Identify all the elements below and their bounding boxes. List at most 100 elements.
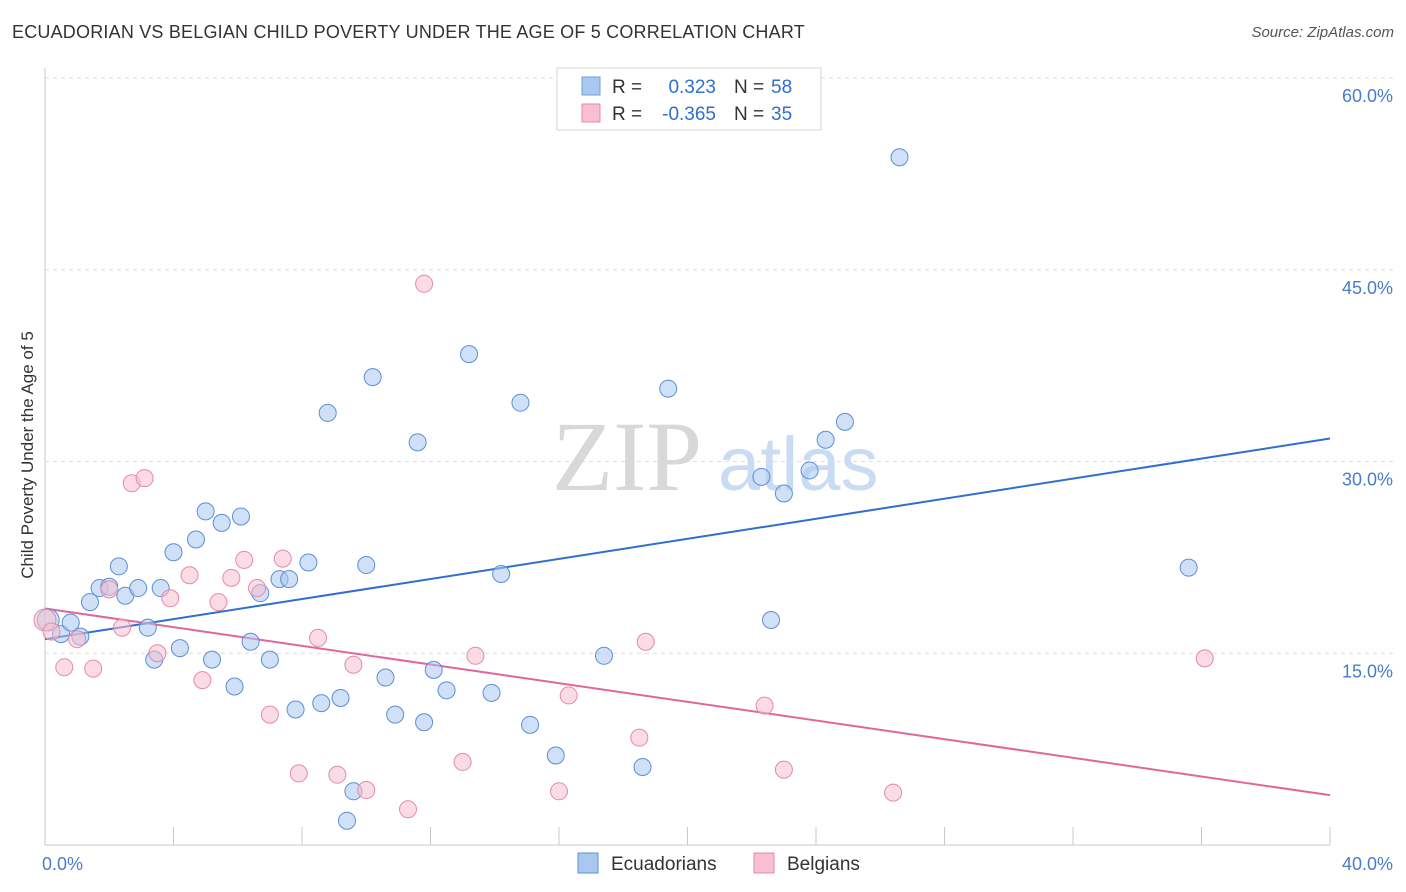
legend-swatch <box>581 76 601 96</box>
point-ecuadorians <box>774 484 793 503</box>
legend-n-value: 35 <box>771 104 792 125</box>
point-belgians <box>466 646 485 665</box>
point-belgians <box>180 566 199 585</box>
watermark-atlas: atlas <box>718 422 879 507</box>
y-tick-label: 30.0% <box>1342 470 1393 490</box>
point-ecuadorians <box>129 579 148 598</box>
point-belgians <box>161 589 180 608</box>
point-ecuadorians <box>280 570 299 589</box>
point-belgians <box>415 274 434 293</box>
point-ecuadorians <box>437 681 456 700</box>
point-belgians <box>100 580 119 599</box>
y-tick-label: 45.0% <box>1342 278 1393 298</box>
trend-line-belgians <box>44 607 1331 797</box>
legend-r-label: R = <box>612 104 642 125</box>
point-belgians <box>884 783 903 802</box>
legend-swatch <box>581 103 601 123</box>
point-ecuadorians <box>511 393 530 412</box>
point-ecuadorians <box>231 507 250 526</box>
point-belgians <box>399 800 418 819</box>
point-ecuadorians <box>835 412 854 431</box>
point-belgians <box>774 760 793 779</box>
watermark: ZIP atlas <box>552 401 879 512</box>
y-axis-label: Child Poverty Under the Age of 5 <box>18 331 37 579</box>
point-ecuadorians <box>424 660 443 679</box>
point-belgians <box>273 549 292 568</box>
point-ecuadorians <box>186 530 205 549</box>
tick-labels: 15.0% 30.0% 45.0% 60.0% 0.0% 40.0% <box>42 86 1393 874</box>
chart-title: ECUADORIAN VS BELGIAN CHILD POVERTY UNDE… <box>12 22 805 42</box>
point-ecuadorians <box>109 557 128 576</box>
point-ecuadorians <box>363 368 382 387</box>
point-ecuadorians <box>164 543 183 562</box>
trend-line-ecuadorians <box>44 437 1331 641</box>
point-ecuadorians <box>318 403 337 422</box>
point-ecuadorians <box>752 467 771 486</box>
point-ecuadorians <box>331 688 350 707</box>
point-ecuadorians <box>408 433 427 452</box>
point-ecuadorians <box>890 148 909 167</box>
point-ecuadorians <box>659 379 678 398</box>
point-ecuadorians <box>376 668 395 687</box>
point-ecuadorians <box>633 758 652 777</box>
legend-label-ecuadorians: Ecuadorians <box>611 854 717 875</box>
top-legend-box <box>556 67 822 131</box>
point-belgians <box>148 644 167 663</box>
point-belgians <box>135 469 154 488</box>
y-tick-label: 60.0% <box>1342 86 1393 106</box>
point-belgians <box>309 628 328 647</box>
point-ecuadorians <box>415 713 434 732</box>
point-ecuadorians <box>241 632 260 651</box>
point-belgians <box>630 728 649 747</box>
point-ecuadorians <box>1179 558 1198 577</box>
point-ecuadorians <box>594 646 613 665</box>
legend-n-label: N = <box>734 104 764 125</box>
data-points <box>33 148 1214 830</box>
point-ecuadorians <box>357 556 376 575</box>
point-ecuadorians <box>312 694 331 713</box>
legend-swatch-ecuadorians <box>577 852 599 874</box>
point-belgians <box>260 705 279 724</box>
legend-r-label: R = <box>612 77 642 98</box>
point-ecuadorians <box>286 700 305 719</box>
point-belgians <box>235 550 254 569</box>
point-ecuadorians <box>225 677 244 696</box>
point-belgians <box>222 568 241 587</box>
point-belgians <box>344 655 363 674</box>
point-belgians <box>209 593 228 612</box>
point-belgians <box>559 686 578 705</box>
point-ecuadorians <box>460 345 479 364</box>
point-belgians <box>550 782 568 801</box>
point-ecuadorians <box>386 705 405 724</box>
point-ecuadorians <box>80 593 99 612</box>
point-ecuadorians <box>61 613 80 632</box>
legend-r-value: 0.323 <box>668 77 716 98</box>
legend-label-belgians: Belgians <box>787 854 860 875</box>
point-ecuadorians <box>482 683 501 702</box>
point-belgians <box>328 765 347 784</box>
point-belgians <box>42 622 61 641</box>
watermark-zip: ZIP <box>552 401 702 512</box>
bottom-legend: Ecuadorians Belgians <box>577 852 860 875</box>
point-belgians <box>55 658 74 677</box>
chart-source: Source: ZipAtlas.com <box>1251 24 1394 41</box>
point-ecuadorians <box>492 564 511 583</box>
point-ecuadorians <box>212 513 231 532</box>
point-ecuadorians <box>546 746 565 765</box>
point-ecuadorians <box>521 715 540 734</box>
legend-n-label: N = <box>734 77 764 98</box>
point-ecuadorians <box>203 650 222 669</box>
point-ecuadorians <box>138 618 157 637</box>
point-belgians <box>193 671 212 690</box>
point-belgians <box>84 659 103 678</box>
point-belgians <box>113 618 132 637</box>
legend-n-value: 58 <box>771 77 792 98</box>
point-ecuadorians <box>299 553 318 572</box>
point-belgians <box>1195 649 1214 668</box>
point-belgians <box>68 630 87 649</box>
point-ecuadorians <box>816 430 835 449</box>
axes <box>44 68 1331 846</box>
top-legend: R = 0.323 N = 58 R = -0.365 N = 35 <box>556 67 822 131</box>
x-tick-label-min: 0.0% <box>42 854 83 874</box>
